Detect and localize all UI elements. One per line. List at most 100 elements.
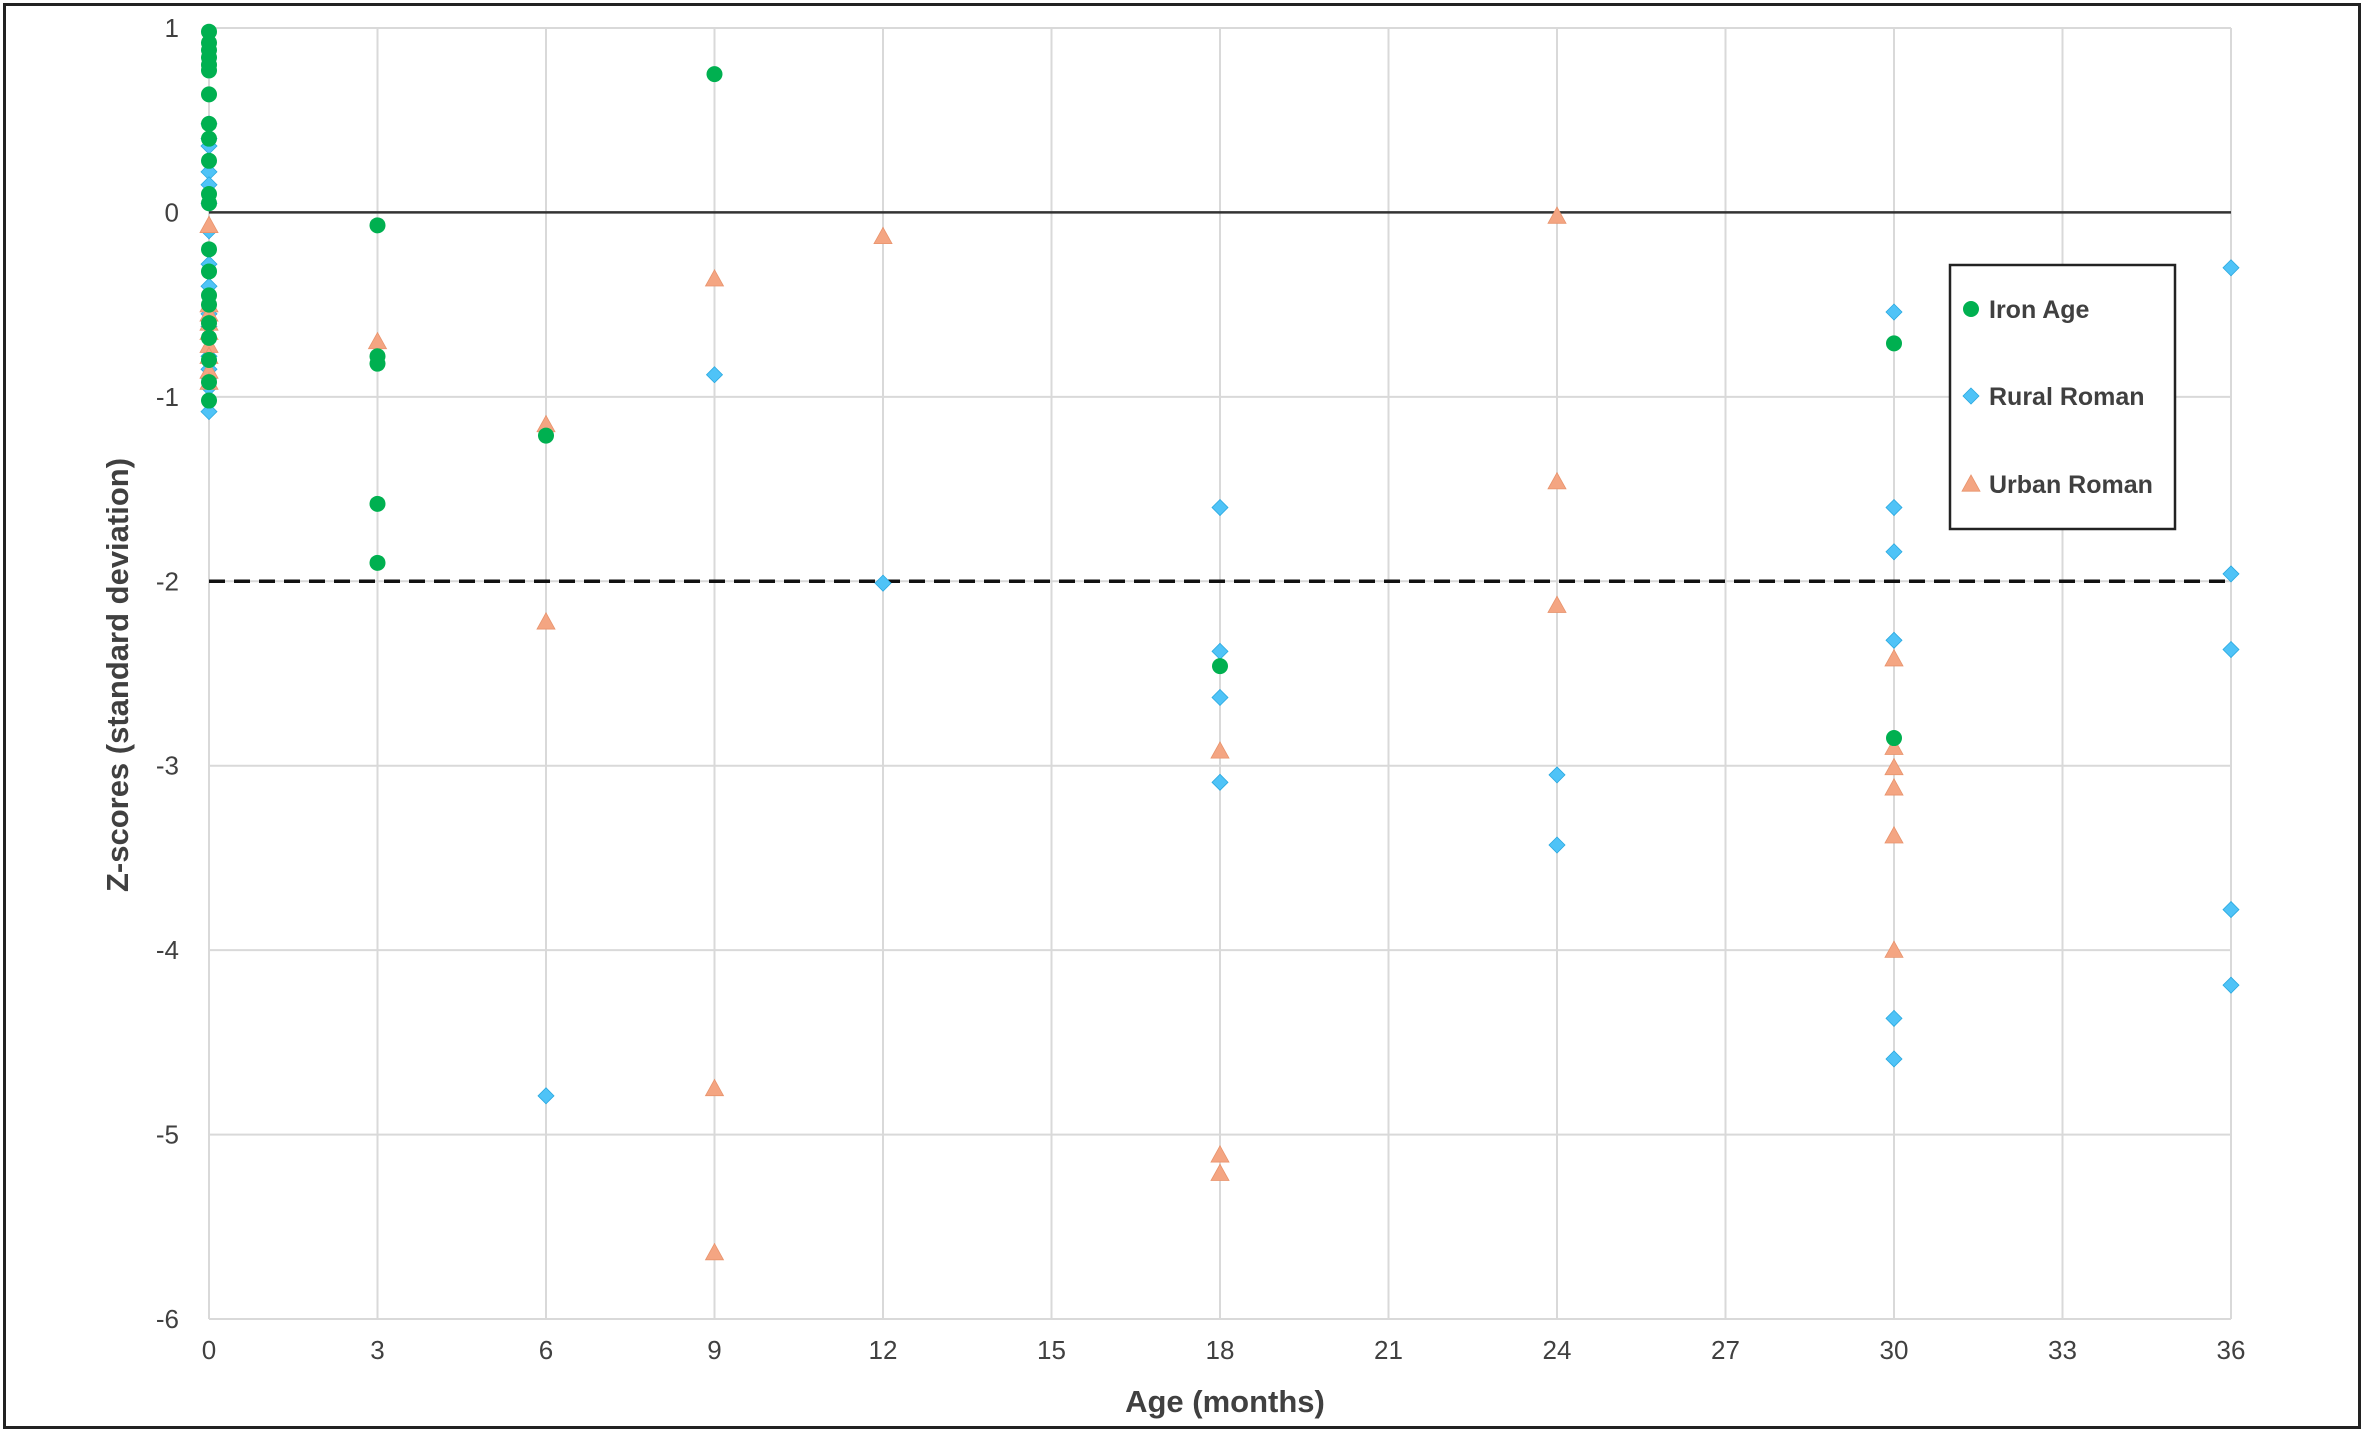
x-tick-label: 24 (1543, 1335, 1572, 1365)
urban-roman-point (536, 612, 556, 630)
rural-roman-point (2222, 565, 2240, 583)
x-tick-label: 36 (2217, 1335, 2246, 1365)
x-tick-label: 6 (539, 1335, 553, 1365)
urban-roman-point (1210, 1163, 1230, 1181)
urban-roman-point (1884, 940, 1904, 958)
y-axis-title: Z-scores (standard deviation) (100, 458, 135, 892)
y-tick-label: -5 (156, 1120, 179, 1150)
rural-roman-point (1548, 766, 1566, 784)
urban-roman-point (1210, 741, 1230, 759)
x-tick-label: 18 (1206, 1335, 1235, 1365)
rural-roman-point (2222, 640, 2240, 659)
x-tick-label: 21 (1374, 1335, 1403, 1365)
rural-roman-point (1211, 498, 1229, 517)
iron-age-point (1886, 730, 1902, 747)
urban-roman-point (704, 1078, 725, 1097)
y-tick-label: -4 (156, 935, 179, 965)
iron-age-point (201, 329, 217, 346)
iron-age-point (201, 152, 217, 169)
iron-age-point (201, 115, 217, 132)
rural-roman-point (1211, 688, 1229, 707)
iron-age-point (1886, 335, 1902, 352)
x-tick-label: 12 (869, 1335, 898, 1365)
urban-roman-point (1884, 825, 1904, 844)
iron-age-point (201, 241, 217, 258)
iron-age-point (706, 66, 723, 83)
rural-roman-point (1885, 631, 1903, 649)
legend: Iron Age Rural Roman Urban Roman (1948, 263, 2177, 531)
iron-age-point (201, 296, 217, 313)
urban-roman-point (873, 226, 893, 245)
legend-marker-iron-age (1963, 301, 1979, 317)
rural-roman-point (537, 1087, 555, 1105)
iron-age-point (201, 23, 217, 40)
urban-roman-point (367, 331, 388, 350)
chart-frame (3, 3, 2361, 1429)
iron-age-point (201, 195, 217, 212)
x-tick-label: 27 (1711, 1335, 1740, 1365)
legend-label-urban-roman: Urban Roman (1989, 471, 2153, 499)
urban-roman-point (199, 215, 219, 233)
iron-age-point (201, 392, 217, 409)
urban-roman-point (1547, 595, 1567, 613)
iron-age-point (369, 495, 386, 512)
y-tick-label: -2 (156, 566, 179, 596)
y-tick-label: -6 (156, 1304, 179, 1334)
urban-roman-point (1884, 737, 1904, 755)
urban-roman-point (1547, 471, 1567, 490)
legend-marker-urban-roman (1961, 474, 1981, 492)
legend-marker-rural-roman (1962, 387, 1980, 405)
y-tick-label: -3 (156, 751, 179, 781)
urban-roman-point (1210, 1145, 1230, 1163)
x-tick-label: 33 (2048, 1335, 2077, 1365)
x-tick-label: 30 (1880, 1335, 1909, 1365)
rural-roman-point (1548, 836, 1566, 854)
iron-age-point (369, 554, 386, 571)
iron-age-point (369, 355, 386, 372)
rural-roman-point (705, 366, 724, 384)
reference-lines (209, 211, 2231, 584)
iron-age-point (201, 351, 217, 368)
rural-roman-point (2222, 259, 2240, 277)
rural-roman-point (1211, 642, 1229, 660)
x-tick-label: 3 (370, 1335, 384, 1365)
iron-age-point (201, 263, 217, 280)
legend-label-rural-roman: Rural Roman (1989, 383, 2145, 411)
legend-label-iron-age: Iron Age (1989, 296, 2090, 324)
y-tick-label: -1 (156, 382, 179, 412)
urban-roman-point (704, 1242, 725, 1261)
rural-roman-point (1885, 1050, 1903, 1068)
urban-roman-point (1884, 757, 1904, 776)
rural-roman-point (1885, 543, 1903, 561)
x-tick-label: 15 (1037, 1335, 1066, 1365)
rural-roman-point (200, 403, 218, 421)
iron-age-point (201, 130, 217, 147)
urban-roman-point (1884, 648, 1904, 667)
x-tick-label: 0 (202, 1335, 216, 1365)
rural-roman-point (2222, 901, 2240, 919)
iron-age-point (1212, 658, 1228, 675)
iron-age-point (201, 86, 217, 103)
y-tick-label: 1 (165, 13, 179, 43)
iron-age-point (201, 62, 217, 79)
rural-roman-point (1885, 498, 1903, 517)
rural-roman-point (2222, 976, 2240, 994)
x-axis-title: Age (months) (1125, 1384, 1325, 1419)
rural-roman-point (1885, 1009, 1903, 1027)
legend-box (1948, 263, 2177, 531)
x-tick-label: 9 (707, 1335, 721, 1365)
rural-roman-point (1211, 773, 1229, 791)
urban-roman-point (1547, 206, 1567, 224)
iron-age-point (201, 315, 217, 332)
iron-age-point (201, 374, 217, 391)
data-points (199, 23, 2240, 1261)
urban-roman-point (704, 268, 725, 287)
rural-roman-point (1885, 303, 1903, 321)
iron-age-point (538, 427, 554, 444)
y-tick-label: 0 (165, 197, 179, 227)
iron-age-point (369, 217, 386, 234)
rural-roman-point (874, 574, 892, 592)
urban-roman-point (1884, 778, 1904, 796)
